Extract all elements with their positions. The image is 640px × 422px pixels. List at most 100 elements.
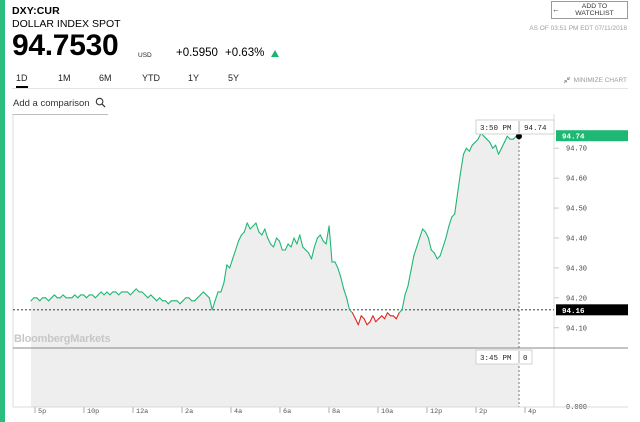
instrument-name: DOLLAR INDEX SPOT xyxy=(12,18,121,30)
price-segment xyxy=(62,294,67,299)
price-segment xyxy=(360,315,365,320)
price-segment xyxy=(284,243,289,251)
x-tick-label: 10p xyxy=(87,408,99,416)
price-segment xyxy=(71,294,76,299)
price-change-percent: +0.63% xyxy=(225,47,265,59)
price-segment xyxy=(433,252,438,260)
x-tick-label: 2a xyxy=(185,408,193,416)
price-chart[interactable]: 94.70 94.60 94.50 94.40 94.30 94.20 94.10 Bloo… xyxy=(0,112,640,422)
y-axis: 94.70 94.60 94.50 94.40 94.30 94.20 94.10 xyxy=(554,146,587,333)
price-segment xyxy=(419,228,424,239)
crosshair-time: 3:50 PM xyxy=(480,125,512,133)
previous-close-tag: 94.16 xyxy=(556,304,628,316)
price-segment xyxy=(293,237,298,245)
price-segment xyxy=(126,291,131,296)
price-segment xyxy=(214,291,219,302)
price-segment xyxy=(468,144,473,152)
price-segment xyxy=(199,291,204,296)
price-segment xyxy=(392,315,397,320)
price-segment xyxy=(275,237,280,242)
price-segment xyxy=(176,300,181,305)
price-segment xyxy=(243,222,248,233)
price-segment xyxy=(337,267,342,278)
comparison-search-input[interactable] xyxy=(12,92,108,115)
price-segment xyxy=(486,138,491,143)
add-to-watchlist-label: ADD TO WATCHLIST xyxy=(575,3,614,17)
price-segment xyxy=(252,222,257,227)
price-segment xyxy=(474,138,479,143)
price-segment xyxy=(407,270,412,287)
price-segment xyxy=(287,243,292,248)
price-segment xyxy=(413,246,418,257)
price-segment xyxy=(290,237,295,248)
price-segment xyxy=(50,294,55,299)
price-segment xyxy=(369,315,374,323)
add-arrow-icon: ← xyxy=(552,5,560,14)
price-segment xyxy=(208,297,213,311)
price-segment xyxy=(310,246,315,260)
price-segment xyxy=(109,291,114,296)
price-segment xyxy=(343,288,348,299)
tab-ytd[interactable]: YTD xyxy=(142,73,160,83)
lower-crosshair-time: 3:45 PM xyxy=(480,355,512,363)
price-segment xyxy=(97,291,102,296)
price-segment xyxy=(506,135,511,140)
price-segment xyxy=(351,312,356,320)
y-tick-label: 94.10 xyxy=(566,325,587,333)
price-segment xyxy=(416,237,421,248)
price-segment xyxy=(59,294,64,299)
y-tick-label: 94.50 xyxy=(566,206,587,214)
price-segment xyxy=(495,144,500,155)
price-segment xyxy=(179,300,184,305)
price-segment xyxy=(205,294,210,299)
price-segment xyxy=(512,135,517,140)
price-segment xyxy=(465,147,470,152)
price-segment xyxy=(348,309,353,314)
volume-axis-label: 0.000 xyxy=(566,404,587,412)
price-segment xyxy=(141,291,146,296)
price-segment xyxy=(460,153,465,173)
price-segment xyxy=(395,312,400,320)
y-tick-label: 94.70 xyxy=(566,146,587,154)
y-tick-label: 94.40 xyxy=(566,235,587,243)
x-tick-label: 12a xyxy=(136,408,148,416)
price-segment xyxy=(422,228,427,233)
price-segment xyxy=(132,288,137,293)
price-segment xyxy=(430,249,435,254)
tab-6m[interactable]: 6M xyxy=(99,73,112,83)
price-segment xyxy=(302,246,307,251)
price-segment xyxy=(316,234,321,239)
price-segment xyxy=(448,216,453,227)
price-segment xyxy=(384,312,389,320)
tab-5y[interactable]: 5Y xyxy=(228,73,240,83)
y-tick-label: 94.60 xyxy=(566,176,587,184)
price-segment xyxy=(378,315,383,320)
crosshair-value: 94.74 xyxy=(524,125,547,133)
price-segment xyxy=(83,294,88,299)
price-segment xyxy=(386,312,391,317)
price-segment xyxy=(258,231,263,236)
tab-1y[interactable]: 1Y xyxy=(188,73,200,83)
tab-1d[interactable]: 1D xyxy=(16,73,28,88)
price-segment xyxy=(135,288,140,293)
tab-1m[interactable]: 1M xyxy=(58,73,71,83)
last-price-dot xyxy=(516,133,522,140)
price-segment xyxy=(255,222,260,233)
price-segment xyxy=(264,228,269,239)
price-segment xyxy=(334,261,339,269)
price-segment xyxy=(159,297,164,302)
price-segment xyxy=(427,237,432,251)
ticker-symbol: DXY:CUR xyxy=(12,5,60,17)
minimize-chart-label: MINIMIZE CHART xyxy=(573,76,627,84)
x-tick-label: 10a xyxy=(381,408,393,416)
currency-label: USD xyxy=(138,52,152,59)
x-tick-label: 4a xyxy=(234,408,242,416)
price-segment xyxy=(85,294,90,299)
price-segment xyxy=(30,297,35,302)
minimize-chart-button[interactable]: MINIMIZE CHART xyxy=(563,76,627,84)
price-segment xyxy=(164,300,169,305)
add-to-watchlist-button[interactable]: ← ADD TO WATCHLIST xyxy=(551,1,628,19)
up-arrow-icon xyxy=(271,50,279,57)
price-segment xyxy=(39,297,44,302)
x-tick-label: 4p xyxy=(528,408,536,416)
